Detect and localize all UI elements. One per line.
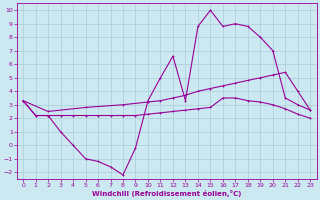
X-axis label: Windchill (Refroidissement éolien,°C): Windchill (Refroidissement éolien,°C) [92, 190, 241, 197]
